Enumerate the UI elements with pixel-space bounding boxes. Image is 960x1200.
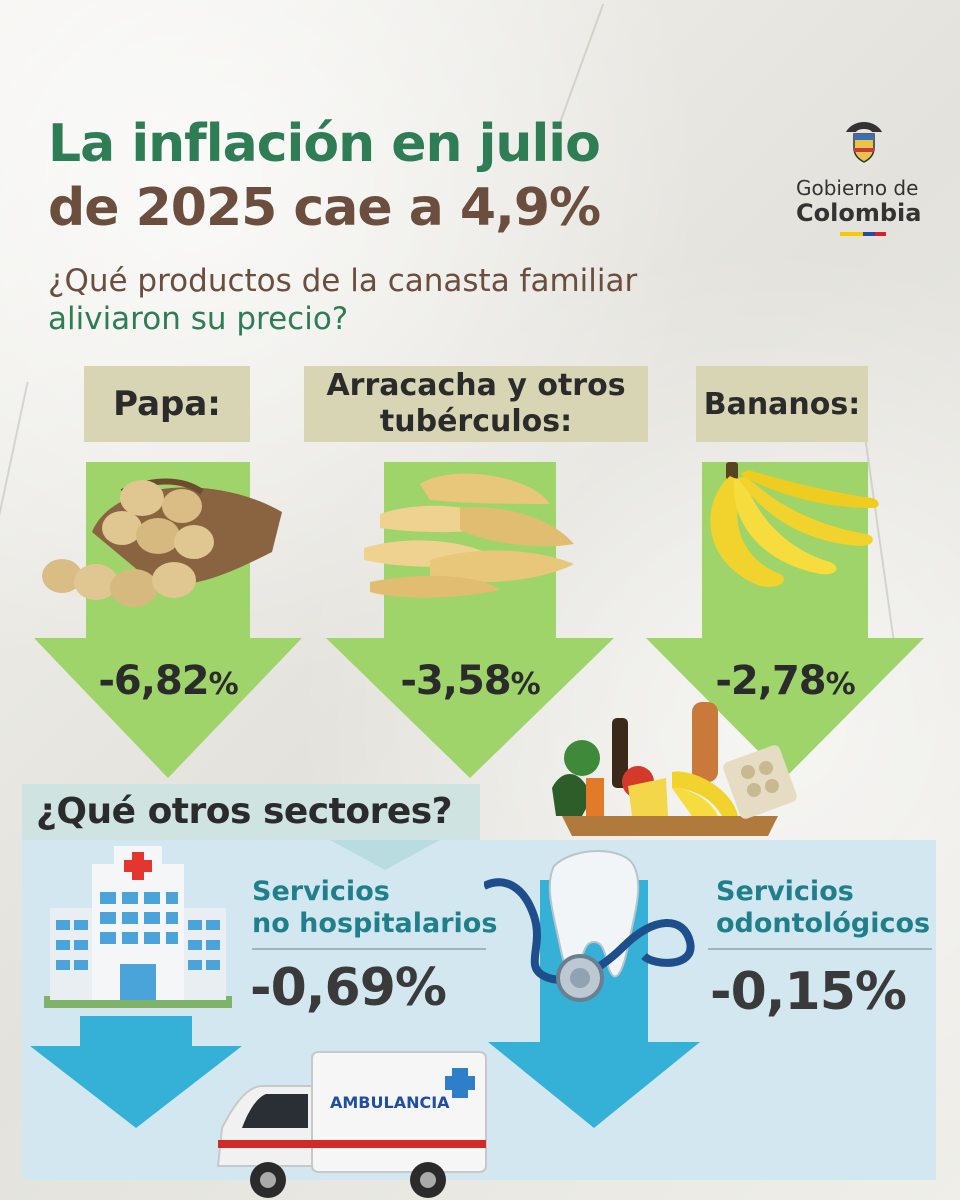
down-arrow-odontologicos — [488, 880, 700, 1128]
subtitle-line-2: aliviaron su precio? — [48, 301, 349, 337]
logo-line-1: Gobierno de — [796, 176, 919, 200]
gobierno-logo: Gobierno de Colombia — [796, 118, 936, 236]
banana-bunch-icon — [710, 462, 879, 587]
down-arrow-hospital — [30, 1016, 242, 1128]
divider-line — [252, 948, 486, 950]
divider-line — [708, 948, 932, 950]
service-title-odontologicos: Servicios odontológicos — [716, 876, 931, 939]
main-title: La inflación en julio de 2025 cae a 4,9% — [48, 112, 601, 240]
pct-bananos: -2,78% — [715, 658, 855, 704]
service-title-hospitalarios: Servicios no hospitalarios — [252, 876, 498, 939]
arracacha-icon — [364, 473, 574, 598]
pct-arracacha: -3,58% — [400, 658, 540, 704]
hospital-icon — [44, 846, 232, 1008]
coat-of-arms-icon — [846, 122, 882, 163]
ambulance-icon: AMBULANCIA — [216, 1051, 487, 1198]
ambulance-text: AMBULANCIA — [330, 1093, 450, 1112]
potato-sack-icon — [42, 478, 282, 607]
heading-pointer — [330, 840, 440, 870]
service-value-hospitalarios: -0,69% — [250, 958, 447, 1018]
grocery-basket-icon — [552, 702, 797, 836]
tooth-stethoscope-icon — [484, 850, 695, 1002]
colombia-flag-strip — [840, 232, 886, 236]
service-value-odontologicos: -0,15% — [710, 962, 907, 1022]
subtitle-line-1: ¿Qué productos de la canasta familiar — [48, 263, 638, 299]
product-label-arracacha: Arracacha y otros tubérculos: — [304, 366, 648, 442]
subtitle: ¿Qué productos de la canasta familiar al… — [48, 262, 637, 338]
logo-line-2: Colombia — [796, 199, 922, 227]
product-label-papa: Papa: — [84, 366, 250, 442]
sectors-heading: ¿Qué otros sectores? — [22, 784, 480, 840]
product-label-bananos: Bananos: — [696, 366, 868, 442]
pct-papa: -6,82% — [98, 658, 238, 704]
title-line-1: La inflación en julio — [48, 114, 601, 174]
title-line-2: de 2025 cae a 4,9% — [48, 178, 601, 238]
